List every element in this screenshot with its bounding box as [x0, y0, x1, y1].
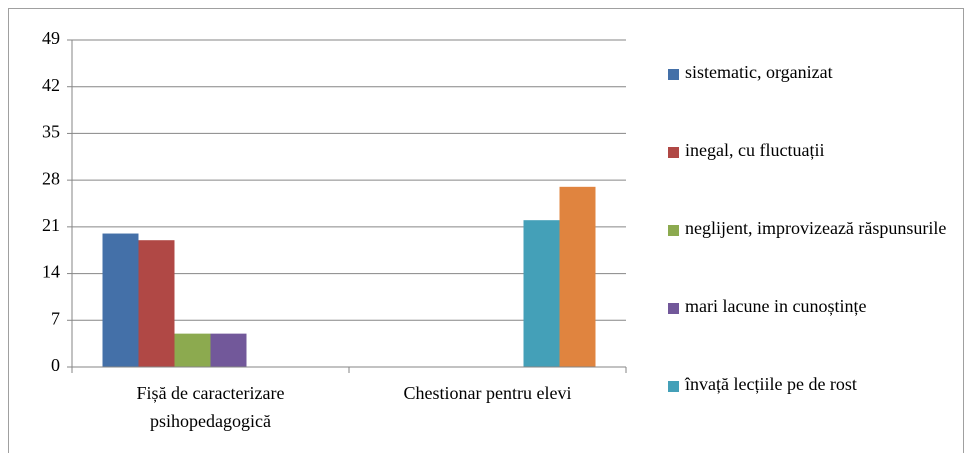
- bar: [174, 333, 211, 367]
- y-tick-label: 21: [42, 215, 60, 235]
- y-tick-label: 7: [51, 308, 60, 328]
- legend-label: inegal, cu fluctuații: [685, 140, 824, 160]
- x-tick-label: Fișă de caracterizare psihopedagogică: [137, 383, 285, 431]
- bar: [559, 186, 596, 367]
- legend-label: neglijent, improvizează răspunsurile: [685, 218, 946, 238]
- legend-swatch: [668, 381, 679, 392]
- legend-swatch: [668, 225, 679, 236]
- y-tick-label: 28: [42, 168, 60, 188]
- legend-swatch: [668, 147, 679, 158]
- chart-frame: [8, 8, 964, 453]
- legend-label: sistematic, organizat: [685, 62, 833, 82]
- y-tick-label: 35: [42, 122, 60, 142]
- y-tick-label: 14: [42, 262, 60, 282]
- legend-swatch: [668, 69, 679, 80]
- bar: [102, 233, 139, 367]
- legend-label: învață lecțiile pe de rost: [684, 374, 857, 394]
- y-tick-label: 0: [51, 355, 60, 375]
- legend-swatch: [668, 303, 679, 314]
- y-tick-label: 42: [42, 75, 60, 95]
- bar: [138, 240, 175, 367]
- x-tick-label: Chestionar pentru elevi: [404, 383, 572, 403]
- bar: [210, 333, 247, 367]
- y-tick-label: 49: [42, 28, 60, 48]
- legend-label: mari lacune in cunoștințe: [685, 296, 866, 316]
- bar: [523, 220, 560, 367]
